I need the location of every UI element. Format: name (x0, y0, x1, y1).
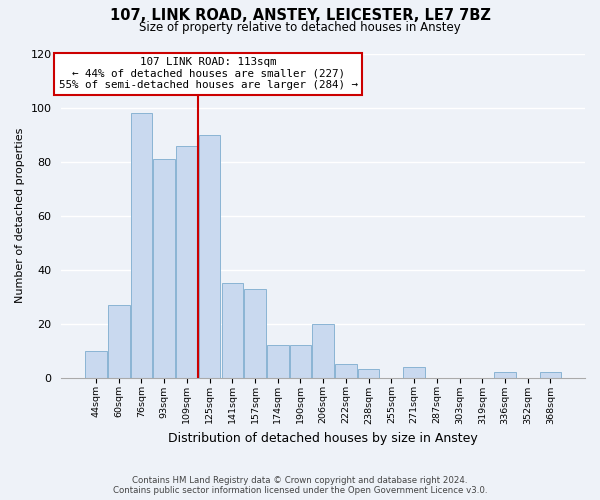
Bar (539, 372, 561, 378)
Bar (176, 146, 197, 378)
Bar (244, 288, 266, 378)
Text: 107, LINK ROAD, ANSTEY, LEICESTER, LE7 7BZ: 107, LINK ROAD, ANSTEY, LEICESTER, LE7 7… (110, 8, 490, 22)
Y-axis label: Number of detached properties: Number of detached properties (15, 128, 25, 304)
Text: Contains HM Land Registry data © Crown copyright and database right 2024.
Contai: Contains HM Land Registry data © Crown c… (113, 476, 487, 495)
Text: 107 LINK ROAD: 113sqm
← 44% of detached houses are smaller (227)
55% of semi-det: 107 LINK ROAD: 113sqm ← 44% of detached … (59, 57, 358, 90)
Bar (221, 283, 243, 378)
Bar (131, 114, 152, 378)
Bar (358, 370, 379, 378)
Bar (335, 364, 357, 378)
Bar (267, 345, 289, 378)
Text: Size of property relative to detached houses in Anstey: Size of property relative to detached ho… (139, 21, 461, 34)
Bar (313, 324, 334, 378)
Bar (290, 345, 311, 378)
Bar (199, 135, 220, 378)
Bar (85, 350, 107, 378)
X-axis label: Distribution of detached houses by size in Anstey: Distribution of detached houses by size … (169, 432, 478, 445)
Bar (403, 366, 425, 378)
Bar (494, 372, 516, 378)
Bar (108, 304, 130, 378)
Bar (154, 159, 175, 378)
